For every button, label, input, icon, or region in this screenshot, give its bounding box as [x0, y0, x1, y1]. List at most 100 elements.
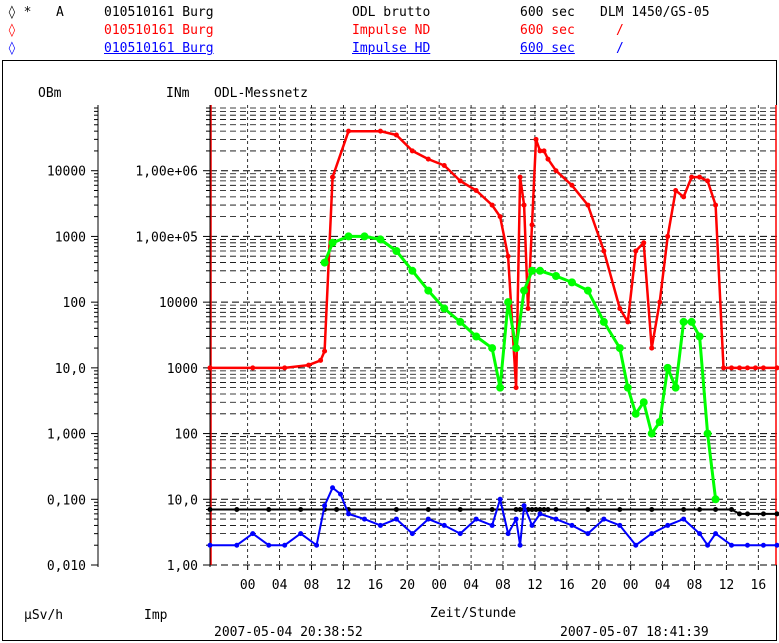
data-point — [665, 522, 671, 528]
end-time: 2007-05-07 18:41:39 — [560, 625, 709, 640]
data-point — [377, 128, 383, 134]
axes: 0,0100,1001,00010,01001000100001,0010,01… — [47, 105, 766, 593]
data-point — [489, 506, 495, 512]
data-point — [250, 531, 256, 537]
data-point — [392, 247, 401, 256]
data-point — [497, 496, 503, 502]
data-point — [318, 357, 324, 363]
quantity-name: ODL brutto — [352, 5, 431, 20]
x-tick-label: 08 — [687, 578, 703, 593]
marker: ◊ — [8, 41, 16, 56]
data-point — [655, 417, 664, 426]
data-point — [639, 398, 648, 407]
data-point — [346, 128, 352, 134]
data-point — [282, 365, 288, 371]
data-point — [521, 503, 527, 509]
data-point — [298, 531, 304, 537]
data-point — [533, 506, 539, 512]
station-name: 010510161 Burg — [104, 5, 214, 20]
x-tick-label: 00 — [240, 578, 256, 593]
data-point — [504, 298, 513, 307]
data-point — [328, 238, 337, 247]
data-point — [338, 491, 344, 497]
left-tick-label: 0,100 — [47, 493, 86, 508]
data-point — [601, 248, 607, 254]
data-point — [440, 304, 449, 313]
x-tick-label: 20 — [591, 578, 607, 593]
data-point — [536, 266, 545, 275]
data-point — [537, 148, 543, 154]
data-point — [393, 132, 399, 138]
data-point — [679, 317, 688, 326]
data-point — [601, 516, 607, 522]
left-unit: µSv/h — [24, 608, 63, 623]
data-point — [360, 232, 369, 241]
data-point — [553, 168, 559, 174]
data-point — [344, 232, 353, 241]
x-tick-label: 12 — [527, 578, 543, 593]
data-point — [489, 522, 495, 528]
right-tick-label: 10000 — [159, 296, 198, 311]
data-point — [330, 174, 336, 180]
data-point — [393, 506, 399, 512]
data-point — [697, 506, 703, 512]
data-point — [689, 174, 695, 180]
left-tick-label: 100 — [63, 296, 86, 311]
left-tick-label: 10,0 — [55, 362, 86, 377]
data-point — [250, 365, 256, 371]
data-point — [617, 306, 623, 312]
x-tick-label: 12 — [719, 578, 735, 593]
right-tick-label: 1000 — [167, 362, 198, 377]
data-point — [705, 542, 711, 548]
station-name: 010510161 Burg — [104, 41, 214, 56]
series — [207, 128, 779, 548]
x-tick-label: 04 — [272, 578, 288, 593]
data-point — [282, 542, 288, 548]
device: / — [616, 41, 624, 56]
chart-title: ODL-Messnetz — [214, 86, 308, 101]
data-point — [729, 542, 735, 548]
data-point — [623, 383, 632, 392]
data-point — [266, 506, 272, 512]
data-point — [553, 516, 559, 522]
right-tick-label: 10,0 — [167, 493, 198, 508]
data-point — [569, 522, 575, 528]
data-point — [649, 345, 655, 351]
data-point — [424, 286, 433, 295]
data-point — [497, 214, 503, 220]
data-point — [671, 383, 680, 392]
data-point — [695, 332, 704, 341]
data-point — [681, 506, 687, 512]
data-point — [774, 365, 779, 371]
header: ◊ * A 010510161 Burg ODL brutto 600 sec … — [0, 0, 779, 60]
data-point — [665, 233, 671, 239]
left-tick-label: 0,010 — [47, 559, 86, 574]
data-point — [551, 271, 560, 280]
data-point — [545, 506, 551, 512]
data-point — [567, 278, 576, 287]
data-point — [346, 511, 352, 517]
data-point — [744, 542, 750, 548]
left-tick-label: 1,000 — [47, 428, 86, 443]
data-point — [705, 178, 711, 184]
right-tick-label: 100 — [175, 428, 198, 443]
data-point — [330, 485, 336, 491]
data-point — [320, 258, 329, 267]
data-point — [457, 178, 463, 184]
interval: 600 sec — [520, 41, 575, 56]
data-point — [409, 531, 415, 537]
data-point — [533, 136, 539, 142]
x-tick-label: 16 — [751, 578, 767, 593]
start-time: 2007-05-04 20:38:52 — [214, 625, 363, 640]
data-point — [585, 202, 591, 208]
data-point — [314, 542, 320, 548]
x-tick-label: 04 — [463, 578, 479, 593]
data-point — [681, 194, 687, 200]
data-point — [377, 522, 383, 528]
left-tick-label: 1000 — [55, 230, 86, 245]
x-tick-label: 08 — [495, 578, 511, 593]
data-point — [512, 344, 521, 353]
data-point — [569, 182, 575, 188]
device: DLM 1450/GS-05 — [600, 5, 710, 20]
data-point — [599, 317, 608, 326]
